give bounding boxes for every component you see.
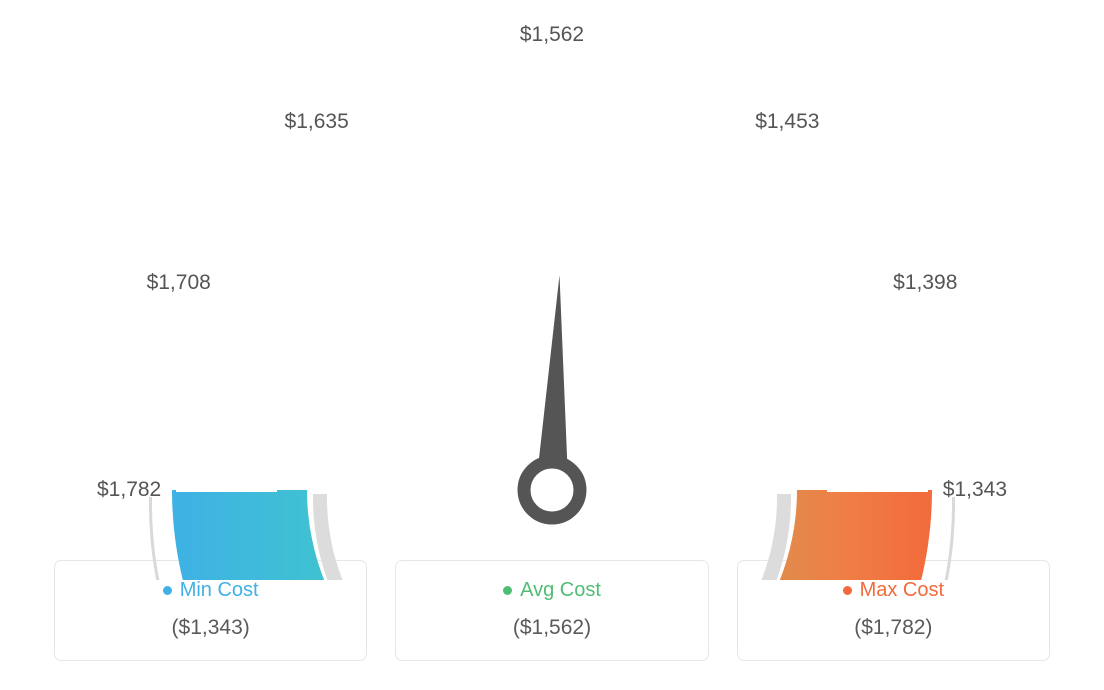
max-cost-label-text: Max Cost <box>860 579 944 602</box>
gauge-tick-label: $1,635 <box>285 110 349 134</box>
gauge-tick-label: $1,398 <box>893 271 957 295</box>
gauge-tick-label: $1,343 <box>943 478 1007 502</box>
avg-cost-label: Avg Cost <box>396 579 707 602</box>
avg-cost-value: ($1,562) <box>396 616 707 640</box>
max-cost-dot <box>843 586 852 595</box>
gauge-tick-label: $1,562 <box>520 23 584 47</box>
min-cost-label-text: Min Cost <box>180 579 259 602</box>
min-cost-dot <box>163 586 172 595</box>
avg-cost-dot <box>503 586 512 595</box>
gauge-tick-label: $1,453 <box>755 110 819 134</box>
gauge-tick-label: $1,708 <box>147 271 211 295</box>
avg-cost-label-text: Avg Cost <box>520 579 601 602</box>
gauge-tick-label: $1,782 <box>97 478 161 502</box>
min-cost-value: ($1,343) <box>55 616 366 640</box>
gauge-svg <box>0 20 1104 580</box>
min-cost-label: Min Cost <box>55 579 366 602</box>
max-cost-label: Max Cost <box>738 579 1049 602</box>
gauge-chart: $1,343 $1,398 $1,453 $1,562 $1,635 $1,708 $1,7… <box>0 0 1104 560</box>
max-cost-value: ($1,782) <box>738 616 1049 640</box>
